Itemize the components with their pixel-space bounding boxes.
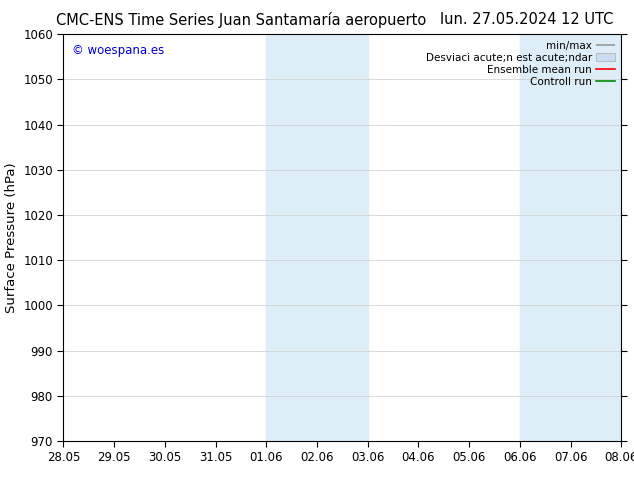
Bar: [520, 34, 621, 441]
Legend: min/max, Desviaci acute;n est acute;ndar, Ensemble mean run, Controll run: min/max, Desviaci acute;n est acute;ndar…: [423, 37, 618, 90]
Text: lun. 27.05.2024 12 UTC: lun. 27.05.2024 12 UTC: [439, 12, 613, 27]
Bar: [266, 34, 368, 441]
Text: © woespana.es: © woespana.es: [72, 45, 164, 57]
Y-axis label: Surface Pressure (hPa): Surface Pressure (hPa): [4, 162, 18, 313]
Text: CMC-ENS Time Series Juan Santamaría aeropuerto: CMC-ENS Time Series Juan Santamaría aero…: [56, 12, 426, 28]
